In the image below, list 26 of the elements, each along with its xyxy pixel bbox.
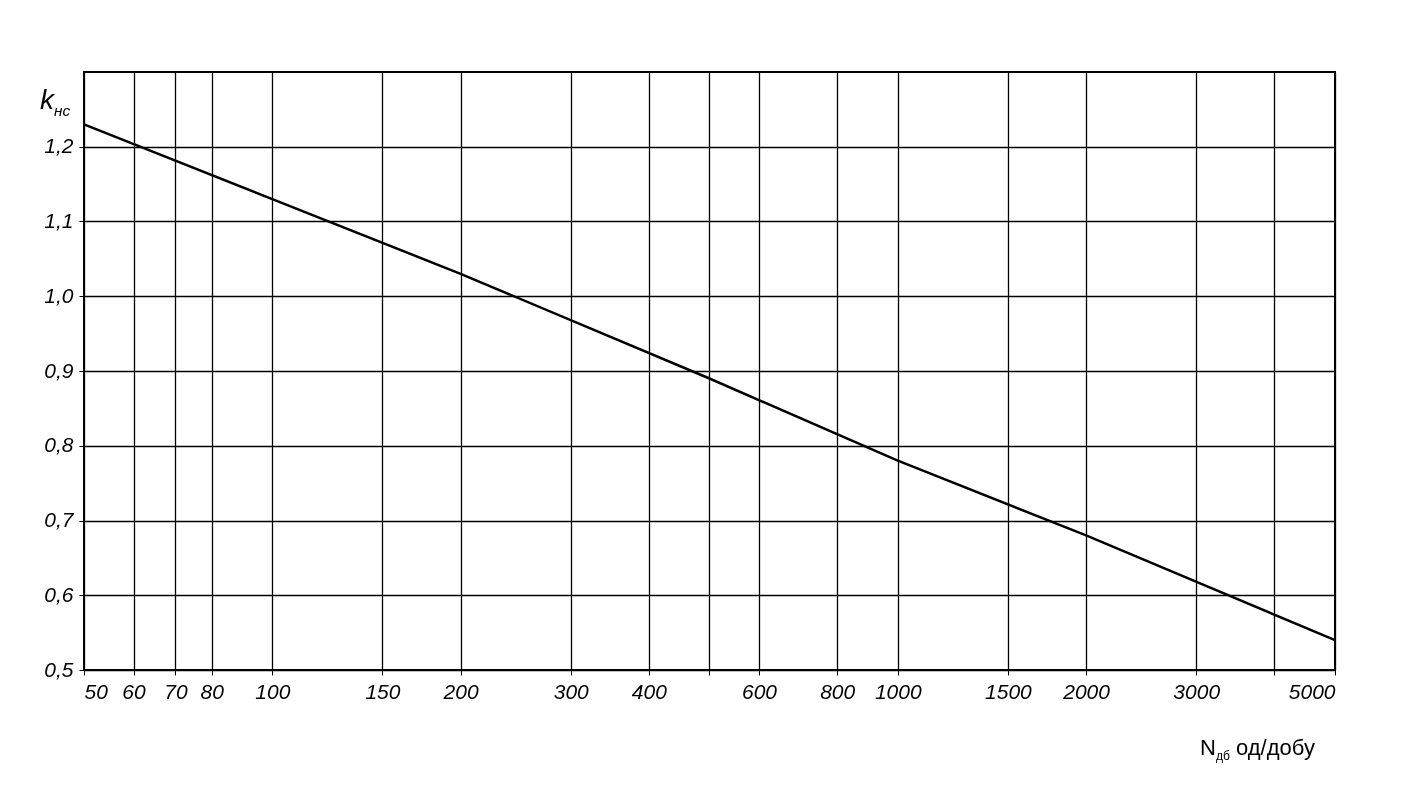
y-tick-label: 0,5: [44, 657, 74, 681]
x-tick-label: 3000: [1173, 679, 1221, 703]
y-tick-label: 1,0: [44, 283, 74, 307]
y-tick-label: 0,9: [44, 358, 74, 382]
x-tick-label: 50: [84, 679, 109, 703]
x-tick-label: 70: [164, 679, 188, 703]
y-axis-title: k$_{нс}$: [40, 84, 71, 121]
y-tick-label: 0,6: [44, 582, 74, 606]
x-tick-label: 1000: [874, 679, 922, 703]
x-tick-label: 200: [442, 679, 479, 703]
x-tick-label: 600: [742, 679, 778, 703]
x-tick-label: 5000: [1288, 679, 1336, 703]
y-tick-label: 1,2: [44, 134, 74, 158]
x-tick-label: 400: [631, 679, 668, 703]
x-tick-label: 80: [200, 679, 225, 703]
x-tick-label: 800: [820, 679, 856, 703]
x-tick-label: 300: [553, 679, 590, 703]
y-tick-label: 1,1: [44, 209, 74, 232]
y-tick-label: 0,8: [44, 433, 74, 457]
x-tick-label: 2000: [1062, 679, 1111, 703]
x-tick-label: 150: [365, 679, 401, 703]
x-tick-label: 100: [255, 679, 291, 703]
x-axis-title: N$_{дб}$ од/добу: [1200, 735, 1315, 764]
x-tick-label: 60: [122, 679, 147, 703]
y-tick-label: 0,7: [44, 508, 75, 531]
x-tick-label: 1500: [985, 679, 1033, 703]
